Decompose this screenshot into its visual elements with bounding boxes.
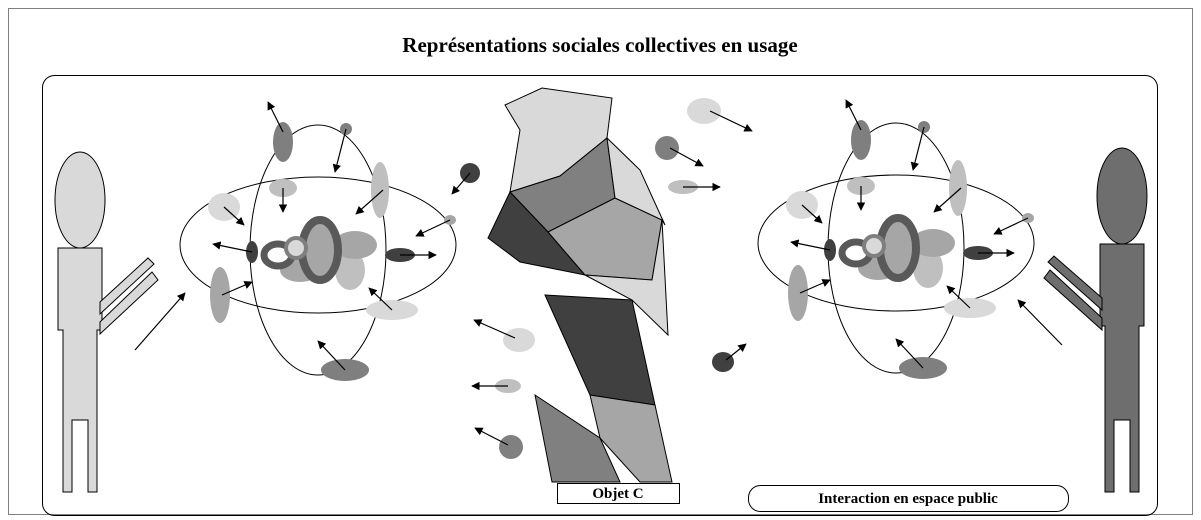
arrow (135, 293, 185, 350)
representation-left (180, 102, 456, 381)
person-right (1044, 148, 1147, 492)
representation-right (758, 100, 1034, 379)
person-left (55, 152, 158, 492)
object-c (488, 88, 672, 482)
diagram: Représentations sociales collectives en … (0, 0, 1201, 520)
object-label: Objet C (592, 486, 643, 502)
page: {"header": {"title": "Représentations so… (0, 0, 1201, 520)
arrow (1018, 300, 1062, 345)
context-label: Interaction en espace public (818, 491, 998, 507)
title: Représentations sociales collectives en … (402, 33, 797, 57)
